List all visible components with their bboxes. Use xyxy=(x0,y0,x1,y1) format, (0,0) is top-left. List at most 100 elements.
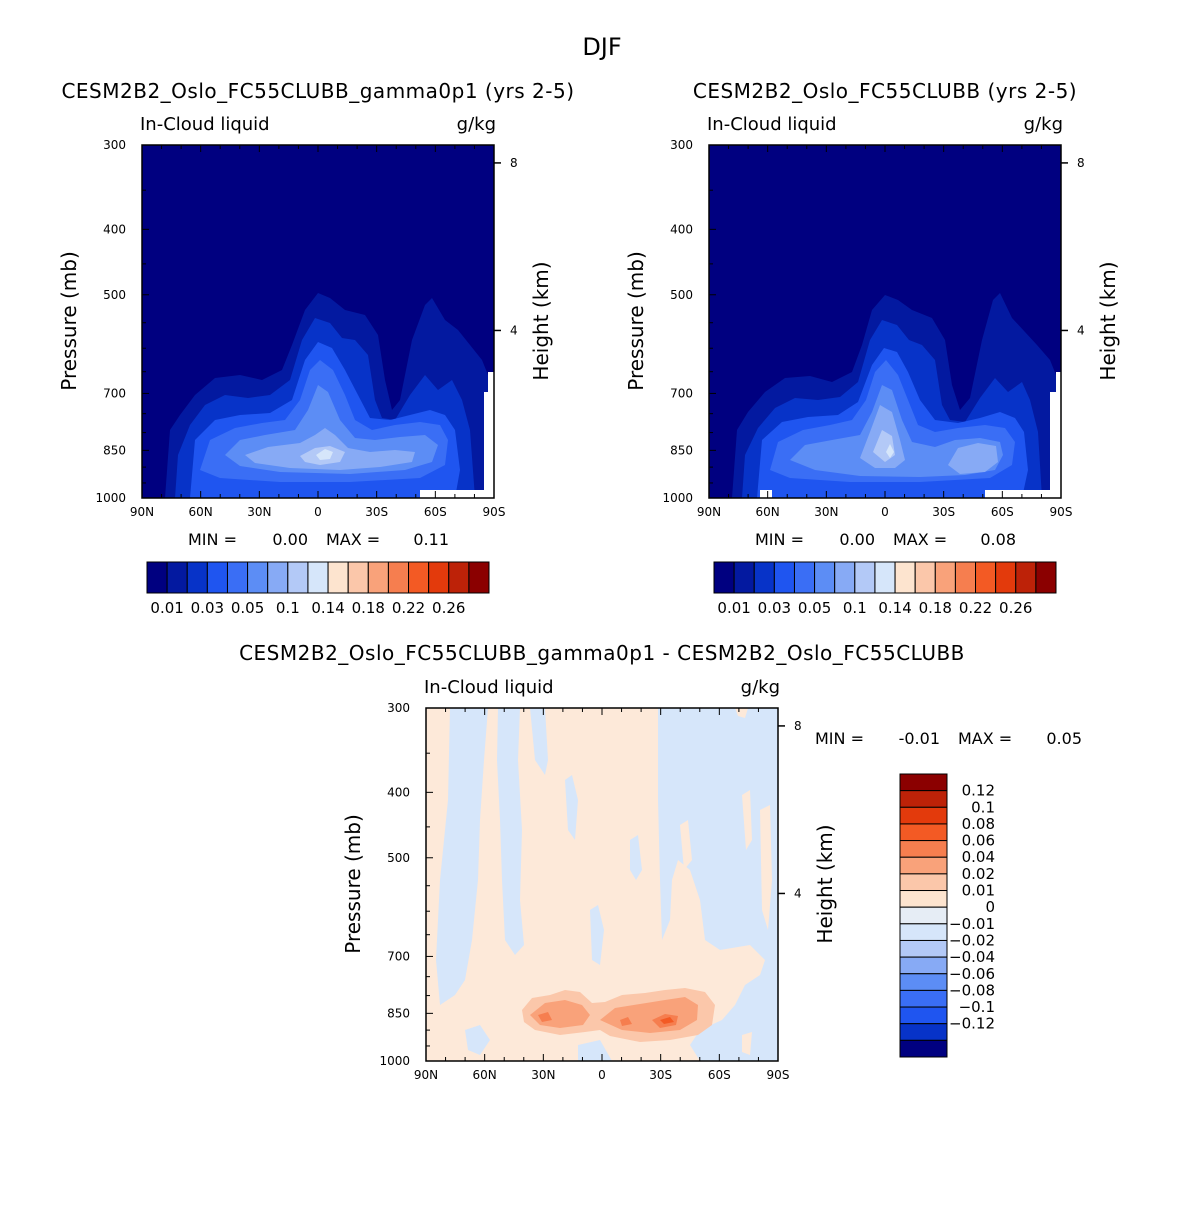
colorbar-label: −0.06 xyxy=(949,965,995,983)
panel-subtitle-left: In-Cloud liquid xyxy=(707,114,837,135)
colorbar-box xyxy=(854,561,876,594)
x-tick-label: 90S xyxy=(767,1068,790,1082)
y-tick-label: 500 xyxy=(670,288,693,302)
colorbar-box xyxy=(713,561,735,594)
colorbar-box xyxy=(834,561,856,594)
panel-units: g/kg xyxy=(1024,114,1063,135)
y-axis-label: Pressure (mb) xyxy=(341,814,365,954)
y2-axis-label: Height (km) xyxy=(813,824,837,943)
colorbar-box xyxy=(387,561,410,594)
max-value: 0.11 xyxy=(413,530,449,549)
colorbar-box xyxy=(814,561,836,594)
y2-axis-label: Height (km) xyxy=(1096,261,1120,380)
colorbar-label: 0.08 xyxy=(962,815,995,833)
max-value: 0.05 xyxy=(1046,729,1082,748)
colorbar-box xyxy=(367,561,389,594)
min-label: MIN = xyxy=(188,530,237,549)
colorbar-box xyxy=(899,773,948,792)
colorbar-box xyxy=(267,561,289,594)
x-tick-label: 0 xyxy=(881,505,889,519)
panel-gamma0p1: CESM2B2_Oslo_FC55CLUBB_gamma0p1 (yrs 2-5… xyxy=(57,79,574,617)
x-tick-label: 0 xyxy=(598,1068,606,1082)
y2-tick-label: 4 xyxy=(1077,323,1085,337)
colorbar-label: 0.03 xyxy=(191,599,224,617)
colorbar-label: −0.02 xyxy=(949,931,995,949)
y-tick-label: 1000 xyxy=(95,491,126,505)
colorbar-label: 0.04 xyxy=(962,848,995,866)
colorbar-label: 0.18 xyxy=(352,599,385,617)
max-label: MAX = xyxy=(893,530,947,549)
x-tick-label: 30S xyxy=(932,505,955,519)
y-tick-label: 700 xyxy=(670,386,693,400)
panel-title: CESM2B2_Oslo_FC55CLUBB (yrs 2-5) xyxy=(693,79,1077,103)
y-tick-label: 700 xyxy=(387,949,410,963)
colorbar-box xyxy=(899,873,948,892)
y2-axis-label: Height (km) xyxy=(529,261,553,380)
y2-tick-label: 8 xyxy=(510,156,518,170)
y-tick-label: 700 xyxy=(103,386,126,400)
x-tick-label: 60N xyxy=(756,505,780,519)
colorbar-box xyxy=(899,840,948,858)
colorbar-box xyxy=(408,561,430,594)
x-tick-label: 30S xyxy=(365,505,388,519)
colorbar-box xyxy=(899,823,948,842)
colorbar-box xyxy=(975,561,997,594)
x-tick-label: 60S xyxy=(424,505,447,519)
axes: 300 400 500 700 850 1000 8 4 90N 60N 30N 0 30S 60S 90S xyxy=(379,701,801,1082)
colorbar-label: 0.22 xyxy=(959,599,992,617)
axes: 300 400 500 700 850 1000 8 4 90N 60N 30N 0 30S 60S 90S xyxy=(662,138,1084,519)
colorbar-box xyxy=(1035,561,1057,594)
y-tick-label: 300 xyxy=(670,138,693,152)
colorbar-box xyxy=(899,806,948,825)
y2-tick-label: 8 xyxy=(1077,156,1085,170)
max-label: MAX = xyxy=(958,729,1012,748)
colorbar-label: 0.05 xyxy=(231,599,264,617)
colorbar-box xyxy=(899,906,948,925)
colorbar-box xyxy=(307,561,329,594)
colorbar-box xyxy=(899,939,948,958)
colorbar-label: −0.12 xyxy=(949,1015,995,1033)
y-tick-label: 400 xyxy=(103,222,126,236)
colorbar-box xyxy=(914,561,936,594)
max-value: 0.08 xyxy=(980,530,1016,549)
colorbar-box xyxy=(327,561,349,594)
x-tick-label: 60S xyxy=(991,505,1014,519)
x-tick-label: 30S xyxy=(649,1068,672,1082)
x-tick-label: 60N xyxy=(189,505,213,519)
colorbar-label: 0.06 xyxy=(962,832,995,850)
y-tick-label: 500 xyxy=(103,288,126,302)
y-tick-label: 850 xyxy=(387,1006,410,1020)
colorbar-box xyxy=(899,989,948,1008)
colorbar-label: 0.14 xyxy=(878,599,911,617)
colorbar-box xyxy=(899,890,948,908)
y-tick-label: 1000 xyxy=(662,491,693,505)
figure-title: DJF xyxy=(582,33,621,61)
colorbar-box xyxy=(448,561,470,594)
colorbar-box xyxy=(206,561,228,594)
colorbar-label: 0.14 xyxy=(311,599,344,617)
x-tick-label: 90S xyxy=(483,505,506,519)
y-tick-label: 1000 xyxy=(379,1054,410,1068)
colorbar-box xyxy=(1015,561,1037,594)
contour-field xyxy=(709,145,1061,498)
panel-units: g/kg xyxy=(457,114,496,135)
colorbar-box xyxy=(899,973,948,991)
colorbar-box xyxy=(899,1006,948,1025)
x-tick-label: 30N xyxy=(531,1068,555,1082)
x-tick-label: 60S xyxy=(708,1068,731,1082)
colorbar-box xyxy=(899,1023,948,1041)
y2-tick-label: 8 xyxy=(794,719,802,733)
y-tick-label: 300 xyxy=(387,701,410,715)
panel-units: g/kg xyxy=(741,677,780,698)
max-label: MAX = xyxy=(326,530,380,549)
colorbar-label: 0.03 xyxy=(758,599,791,617)
colorbar: 0.01 0.03 0.05 0.1 0.14 0.18 0.22 0.26 xyxy=(713,561,1057,617)
colorbar: 0.120.10.080.060.040.020.010−0.01−0.02−0… xyxy=(899,773,995,1058)
x-tick-label: 30N xyxy=(814,505,838,519)
x-tick-label: 60N xyxy=(473,1068,497,1082)
panel-control: CESM2B2_Oslo_FC55CLUBB (yrs 2-5) In-Clou… xyxy=(624,79,1120,617)
colorbar-box xyxy=(899,790,948,808)
x-tick-label: 90N xyxy=(130,505,154,519)
y-axis-label: Pressure (mb) xyxy=(624,251,648,391)
colorbar-box xyxy=(166,561,188,594)
